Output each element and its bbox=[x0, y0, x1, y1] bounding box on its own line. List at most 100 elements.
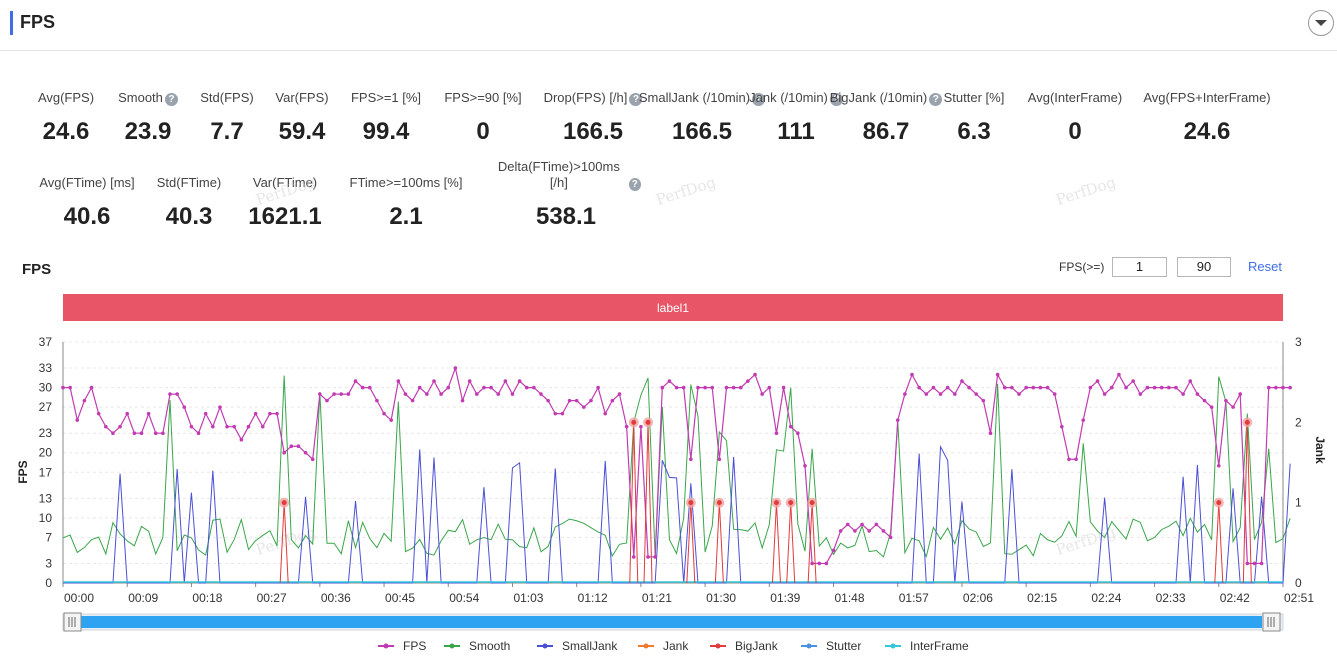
stat-label: Drop(FPS) [/h]? bbox=[518, 74, 668, 106]
legend-item-bigjank[interactable]: BigJank bbox=[710, 639, 779, 653]
legend-swatch-dot bbox=[449, 643, 455, 649]
fps-data-point bbox=[1081, 418, 1086, 422]
legend-item-smooth[interactable]: Smooth bbox=[444, 639, 510, 653]
bigjank-spike bbox=[647, 422, 653, 584]
bigjank-spike bbox=[771, 502, 777, 584]
help-icon[interactable]: ? bbox=[752, 93, 766, 106]
fps-data-point bbox=[796, 431, 800, 435]
fps-data-point bbox=[1031, 385, 1036, 390]
fps-data-point bbox=[689, 457, 693, 462]
fps-data-point bbox=[717, 457, 722, 462]
legend-item-stutter[interactable]: Stutter bbox=[801, 639, 861, 653]
reset-button[interactable]: Reset bbox=[1248, 259, 1282, 274]
bigjank-spike bbox=[1242, 422, 1248, 584]
x-tick-label: 00:18 bbox=[192, 591, 222, 605]
help-icon[interactable]: ? bbox=[164, 93, 178, 106]
fps-max-input[interactable]: 90 bbox=[1177, 257, 1231, 277]
fps-data-point bbox=[881, 529, 886, 533]
bigjank-spike bbox=[807, 502, 813, 584]
legend-label: Smooth bbox=[469, 639, 510, 653]
bigjank-marker bbox=[1244, 419, 1250, 425]
fps-data-point bbox=[974, 392, 979, 396]
fps-data-point bbox=[1152, 385, 1157, 390]
fps-data-point bbox=[582, 405, 586, 409]
fps-data-point bbox=[253, 411, 258, 416]
fps-data-point bbox=[396, 379, 401, 383]
fps-data-point bbox=[1252, 561, 1257, 566]
stat-value: 111 bbox=[777, 118, 815, 145]
fps-data-point bbox=[953, 392, 957, 396]
range-slider-fill bbox=[81, 616, 1262, 628]
fps-data-point bbox=[1238, 392, 1242, 396]
legend-item-fps[interactable]: FPS bbox=[378, 639, 426, 653]
fps-data-point bbox=[1131, 379, 1135, 383]
bigjank-spike bbox=[1214, 502, 1220, 584]
fps-data-point bbox=[289, 444, 294, 449]
stat-value: 1621.1 bbox=[248, 203, 322, 230]
fps-data-point bbox=[774, 431, 779, 435]
help-icon[interactable]: ? bbox=[629, 93, 643, 106]
stat-value: 538.1 bbox=[535, 203, 597, 230]
stat-label-text: Drop(FPS) [/h] bbox=[543, 90, 628, 105]
stat-label: FPS>=1 [%] bbox=[311, 74, 461, 106]
stat-label-text: Std(FPS) bbox=[200, 90, 254, 105]
stat-stats_row1-9: BigJank (/10min)? 86.7 bbox=[811, 74, 961, 146]
fps-data-point bbox=[981, 398, 986, 403]
fps-data-point bbox=[318, 392, 322, 396]
fps-data-point bbox=[325, 398, 329, 403]
legend-item-interframe[interactable]: InterFrame bbox=[885, 639, 969, 653]
legend-item-smalljank[interactable]: SmallJank bbox=[537, 639, 618, 653]
collapse-toggle-button[interactable] bbox=[1308, 10, 1334, 36]
fps-data-point bbox=[1259, 561, 1264, 566]
fps-data-point bbox=[1216, 463, 1221, 468]
y-left-tick-label: 30 bbox=[39, 381, 53, 395]
fps-data-point bbox=[367, 385, 372, 390]
fps-data-point bbox=[1117, 372, 1121, 377]
help-icon[interactable]: ? bbox=[628, 178, 641, 191]
x-tick-label: 02:06 bbox=[963, 591, 993, 605]
stat-label: Var(FPS) bbox=[227, 74, 377, 106]
stat-label-text: BigJank (/10min) bbox=[829, 90, 928, 105]
bigjank-marker bbox=[716, 500, 722, 506]
fps-data-point bbox=[96, 411, 101, 416]
fps-data-point bbox=[760, 392, 764, 396]
fps-data-point bbox=[1024, 385, 1028, 390]
stat-label-text: Avg(FPS) bbox=[37, 90, 95, 105]
bigjank-marker bbox=[688, 500, 694, 506]
help-icon[interactable]: ? bbox=[929, 93, 943, 106]
fps-data-point bbox=[803, 463, 807, 468]
fps-data-point bbox=[746, 379, 750, 383]
fps-data-point bbox=[382, 411, 386, 416]
help-icon[interactable]: ? bbox=[829, 93, 843, 106]
fps-data-point bbox=[1138, 392, 1143, 396]
stat-stats_row2-0: Avg(FTime) [ms] 40.6 bbox=[12, 159, 162, 231]
y-left-tick-label: 27 bbox=[39, 400, 53, 414]
fps-data-point bbox=[1052, 392, 1057, 396]
fps-min-input[interactable]: 1 bbox=[1112, 257, 1167, 277]
stat-value: 99.4 bbox=[362, 118, 410, 145]
fps-data-point bbox=[860, 522, 864, 527]
fps-data-point bbox=[781, 385, 786, 390]
x-tick-label: 02:51 bbox=[1284, 591, 1314, 605]
stat-label-text: SmallJank (/10min) bbox=[638, 90, 751, 105]
x-tick-label: 00:00 bbox=[64, 591, 94, 605]
legend-item-jank[interactable]: Jank bbox=[638, 639, 689, 653]
fps-data-point bbox=[1209, 405, 1214, 409]
bigjank-spike bbox=[786, 502, 792, 584]
fps-data-point bbox=[182, 405, 187, 409]
x-tick-label: 01:03 bbox=[513, 591, 543, 605]
fps-data-point bbox=[1181, 392, 1185, 396]
fps-data-point bbox=[853, 529, 857, 533]
x-tick-label: 00:45 bbox=[385, 591, 415, 605]
fps-data-point bbox=[211, 424, 215, 429]
fps-data-point bbox=[196, 431, 201, 435]
fps-data-point bbox=[1174, 385, 1178, 390]
stat-stats_row1-11: Avg(InterFrame) 0 bbox=[1000, 74, 1150, 146]
fps-data-point bbox=[681, 385, 686, 390]
fps-data-point bbox=[753, 372, 757, 377]
stat-stats_row1-7: SmallJank (/10min)? 166.5 bbox=[627, 74, 777, 146]
fps-data-point bbox=[417, 385, 422, 390]
x-tick-label: 01:21 bbox=[642, 591, 672, 605]
fps-data-point bbox=[767, 385, 772, 390]
fps-data-point bbox=[738, 385, 743, 390]
